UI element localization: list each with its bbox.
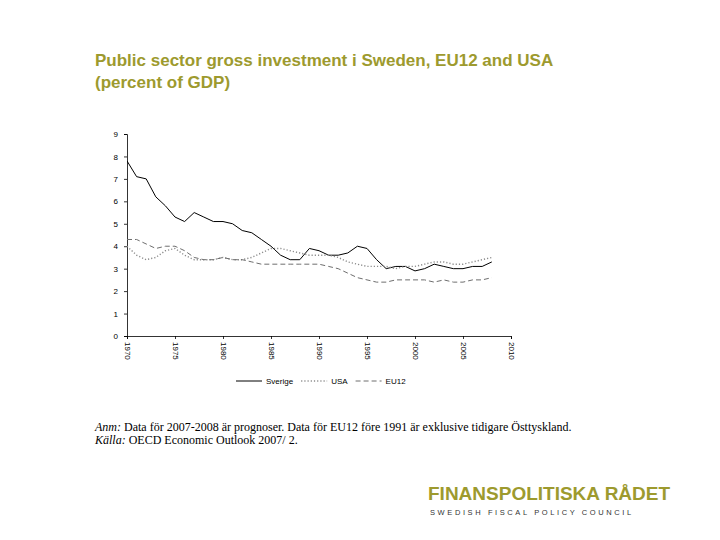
legend-swatch — [356, 381, 382, 382]
y-tick-mark — [124, 246, 127, 247]
x-tick-mark — [367, 336, 368, 339]
y-tick-mark — [124, 269, 127, 270]
x-tick-label: 2000 — [411, 342, 420, 360]
y-tick-label: 5 — [114, 220, 119, 229]
y-tick-mark — [124, 314, 127, 315]
x-tick-label: 1985 — [267, 342, 276, 360]
x-tick-mark — [271, 336, 272, 339]
note-lead: Källa: — [94, 433, 126, 447]
y-tick: 8 — [114, 153, 127, 162]
x-tick-label: 2005 — [459, 342, 468, 360]
note: Källa: OECD Economic Outlook 2007/ 2. — [94, 433, 298, 447]
title-line: (percent of GDP) — [95, 73, 230, 92]
y-tick-label: 8 — [114, 153, 119, 162]
y-tick-label: 4 — [114, 242, 119, 251]
y-tick-mark — [124, 224, 127, 225]
y-tick-mark — [124, 179, 127, 180]
legend-label: Sverige — [266, 377, 294, 386]
x-tick-label: 1970 — [123, 342, 132, 360]
logo-subtitle: SWEDISH FISCAL POLICY COUNCIL — [430, 508, 634, 517]
y-tick-label: 0 — [114, 332, 119, 341]
x-tick: 1970 — [123, 336, 132, 360]
y-tick-label: 9 — [114, 130, 119, 139]
legend-swatch — [301, 380, 327, 381]
x-tick: 2000 — [411, 336, 420, 360]
x-tick-label: 1995 — [363, 342, 372, 360]
y-axis: 0 1 2 3 4 5 6 7 8 9 — [114, 130, 128, 341]
x-tick: 1995 — [363, 336, 372, 360]
logo: FINANSPOLITISKA RÅDET — [428, 483, 670, 504]
note-lead: Anm: — [94, 420, 121, 434]
y-tick: 3 — [114, 265, 127, 274]
x-tick: 2005 — [459, 336, 468, 360]
x-tick-label: 2010 — [507, 342, 516, 360]
y-tick-mark — [124, 156, 127, 157]
x-tick-label: 1975 — [171, 342, 180, 360]
note-text: Data för 2007-2008 är prognoser. Data fö… — [121, 420, 572, 434]
x-tick: 1980 — [219, 336, 228, 360]
x-tick-label: 1980 — [219, 342, 228, 360]
x-tick: 1975 — [171, 336, 180, 360]
legend-swatch — [236, 381, 262, 382]
slide: Public sector gross investment i Sweden,… — [0, 0, 720, 540]
y-tick: 9 — [114, 130, 127, 139]
y-tick-mark — [124, 291, 127, 292]
x-tick-mark — [511, 336, 512, 339]
x-tick-mark — [127, 336, 128, 339]
x-tick-mark — [319, 336, 320, 339]
y-tick: 7 — [114, 175, 127, 184]
page: Public sector gross investment i Sweden,… — [0, 0, 720, 540]
x-axis-line — [128, 337, 512, 340]
y-axis-line — [124, 135, 128, 337]
y-tick: 6 — [114, 197, 127, 206]
title-line: Public sector gross investment i Sweden,… — [95, 51, 553, 70]
y-tick-label: 7 — [114, 175, 119, 184]
y-tick: 2 — [114, 287, 127, 296]
legend: Sverige USA EU12 — [236, 377, 406, 386]
y-tick-label: 1 — [114, 310, 119, 319]
x-axis: 1970 1975 1980 1985 1990 1995 2000 2005 2010 — [123, 336, 516, 360]
legend-label: EU12 — [386, 377, 407, 386]
title: Public sector gross investment i Sweden,… — [95, 51, 553, 92]
x-tick: 2010 — [507, 336, 516, 360]
y-tick-label: 2 — [114, 287, 119, 296]
x-tick-mark — [223, 336, 224, 339]
note: Anm: Data för 2007-2008 är prognoser. Da… — [94, 420, 572, 434]
x-tick-mark — [175, 336, 176, 339]
note-text: OECD Economic Outlook 2007/ 2. — [126, 433, 298, 447]
series-line — [127, 161, 492, 271]
legend-label: USA — [331, 377, 348, 386]
x-tick: 1990 — [315, 336, 324, 360]
x-tick-label: 1990 — [315, 342, 324, 360]
y-tick-mark — [124, 201, 127, 202]
y-tick-mark — [124, 134, 127, 135]
y-tick: 5 — [114, 220, 127, 229]
y-tick: 1 — [114, 310, 127, 319]
plot-area — [127, 161, 492, 282]
y-tick: 4 — [114, 242, 127, 251]
y-tick-label: 3 — [114, 265, 119, 274]
y-tick-label: 6 — [114, 197, 119, 206]
y-tick: 0 — [114, 332, 127, 341]
x-tick: 1985 — [267, 336, 276, 360]
y-tick-mark — [124, 336, 127, 337]
x-tick-mark — [463, 336, 464, 339]
series-line — [127, 239, 492, 282]
x-tick-mark — [415, 336, 416, 339]
